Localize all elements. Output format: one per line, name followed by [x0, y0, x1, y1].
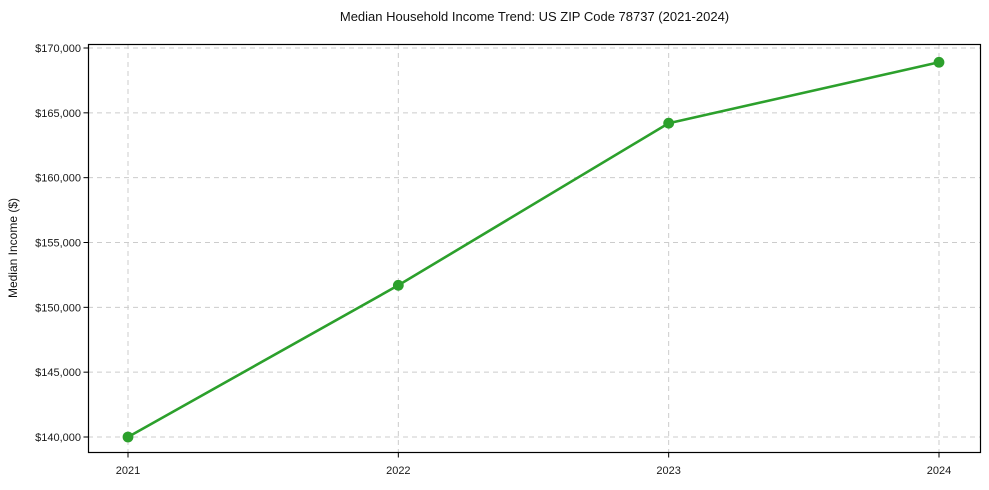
y-tick-label: $150,000 [35, 302, 81, 314]
trend-line [126, 60, 941, 439]
y-tick-label: $160,000 [35, 173, 81, 185]
y-tick-label: $145,000 [35, 367, 81, 379]
data-point-2024 [933, 56, 945, 68]
x-tick-label: 2024 [927, 465, 951, 477]
y-tick-label: $155,000 [35, 238, 81, 250]
y-tick-label: $165,000 [35, 108, 81, 120]
x-tick-label: 2022 [386, 465, 410, 477]
chart-title: Median Household Income Trend: US ZIP Co… [339, 9, 730, 24]
plot-border [87, 43, 982, 454]
x-tick-label: 2021 [116, 465, 140, 477]
data-point-2023 [663, 117, 675, 129]
data-point-2021 [122, 431, 134, 443]
x-tick-label: 2023 [656, 465, 680, 477]
y-tick-label: $140,000 [35, 432, 81, 444]
data-point-2022 [392, 279, 404, 291]
y-tick-label: $170,000 [35, 43, 81, 55]
y-axis-label: Median Income ($) [6, 197, 20, 299]
